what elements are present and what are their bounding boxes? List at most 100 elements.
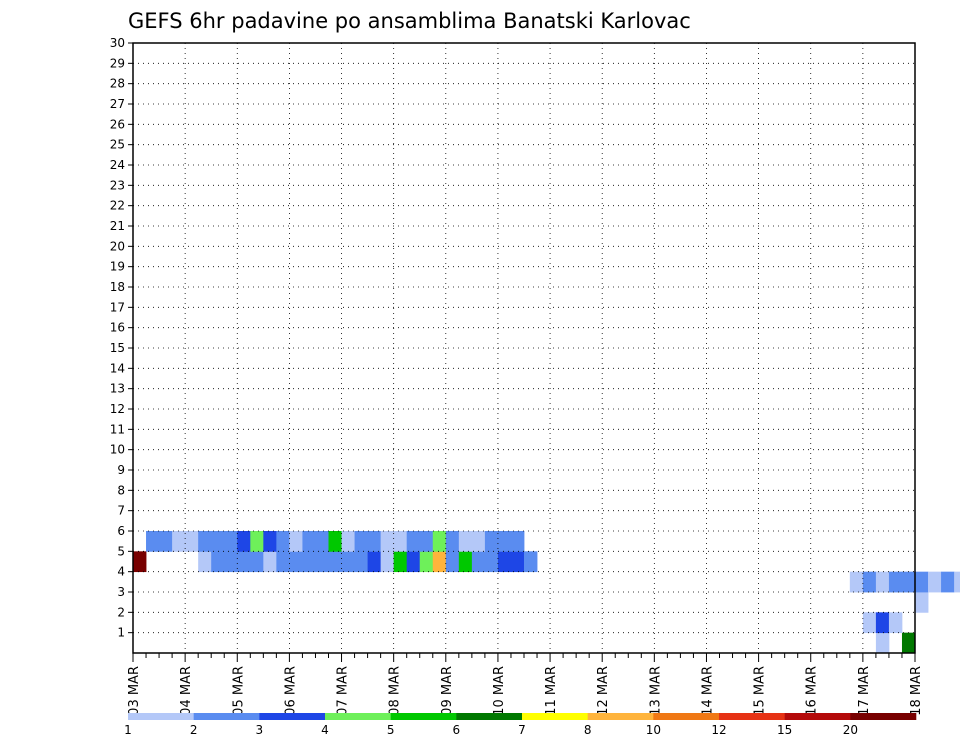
y-tick-label: 24 xyxy=(110,158,125,172)
legend-swatch xyxy=(850,713,917,720)
legend-label: 12 xyxy=(711,723,726,737)
legend-label: 1 xyxy=(124,723,132,737)
legend-swatch xyxy=(325,713,391,720)
heatmap-cell xyxy=(302,531,316,552)
y-tick-label: 30 xyxy=(110,36,125,50)
y-tick-label: 8 xyxy=(117,483,125,497)
heatmap-cell xyxy=(419,531,434,552)
x-tick-label: 07 MAR xyxy=(336,666,351,716)
heatmap-cell xyxy=(510,531,525,552)
heatmap-cell xyxy=(289,531,303,552)
y-tick-label: 7 xyxy=(117,504,125,518)
heatmap-cell xyxy=(432,531,447,552)
heatmap-cell xyxy=(328,551,342,573)
heatmap-cell xyxy=(901,632,916,654)
y-tick-label: 11 xyxy=(110,422,125,436)
heatmap-cell xyxy=(954,571,960,593)
heatmap-cell xyxy=(328,531,342,552)
heatmap-cell xyxy=(875,612,890,634)
heatmap-cell xyxy=(875,632,890,654)
y-axis: 1234567891011121314151617181920212223242… xyxy=(110,36,133,640)
heatmap-cell xyxy=(510,551,525,573)
heatmap-cell xyxy=(419,551,434,573)
y-tick-label: 3 xyxy=(117,585,125,599)
heatmap-cell xyxy=(406,531,421,552)
y-tick-label: 26 xyxy=(110,117,125,131)
heatmap-cell xyxy=(289,551,303,573)
legend-label: 6 xyxy=(453,723,461,737)
heatmap-cell xyxy=(497,531,512,552)
heatmap-cell xyxy=(445,551,460,573)
heatmap-cell xyxy=(915,571,929,593)
x-tick-label: 04 MAR xyxy=(179,666,194,716)
heatmap-cell xyxy=(471,531,486,552)
heatmap-cell xyxy=(458,531,473,552)
heatmap-cell xyxy=(276,551,290,573)
heatmap-cell xyxy=(888,612,903,634)
heatmap-cell xyxy=(250,531,264,552)
heatmap-cell xyxy=(941,571,955,593)
x-tick-label: 12 MAR xyxy=(596,666,611,716)
heatmap-cell xyxy=(497,551,512,573)
heatmap-cell xyxy=(237,551,251,573)
y-tick-label: 15 xyxy=(110,341,125,355)
y-tick-label: 28 xyxy=(110,77,125,91)
y-tick-label: 20 xyxy=(110,239,125,253)
heatmap-cell xyxy=(875,571,890,593)
heatmap-cell xyxy=(315,531,329,552)
heatmap-cell xyxy=(302,551,316,573)
legend-label: 4 xyxy=(321,723,329,737)
heatmap-cell xyxy=(354,551,368,573)
heatmap-cell xyxy=(341,551,355,573)
x-tick-label: 15 MAR xyxy=(753,666,768,716)
heatmap-cell xyxy=(263,551,277,573)
y-tick-label: 22 xyxy=(110,199,125,213)
heatmap-cell xyxy=(484,531,499,552)
heatmap-cells xyxy=(133,531,960,654)
heatmap-cell xyxy=(224,531,238,552)
heatmap-cell xyxy=(862,612,877,634)
heatmap-cell xyxy=(263,531,277,552)
heatmap-cell xyxy=(380,531,395,552)
y-tick-label: 23 xyxy=(110,178,125,192)
heatmap-cell xyxy=(458,551,473,573)
x-tick-label: 13 MAR xyxy=(648,666,663,716)
x-tick-label: 11 MAR xyxy=(544,666,559,716)
heatmap-cell xyxy=(432,551,447,573)
color-legend: 1 2 3 4 5 6 7 8 10 12 15 20 xyxy=(124,713,917,737)
heatmap-cell xyxy=(133,551,147,573)
heatmap-cell xyxy=(862,571,877,593)
heatmap-cell xyxy=(341,531,355,552)
legend-swatch xyxy=(784,713,851,720)
heatmap-cell xyxy=(354,531,368,552)
heatmap-cell xyxy=(484,551,499,573)
heatmap-cell xyxy=(471,551,486,573)
chart-title: GEFS 6hr padavine po ansamblima Banatski… xyxy=(128,9,691,33)
x-tick-label: 03 MAR xyxy=(127,666,142,716)
legend-label: 8 xyxy=(584,723,592,737)
y-tick-label: 18 xyxy=(110,280,125,294)
heatmap-cell xyxy=(849,571,864,593)
heatmap-cell xyxy=(198,531,212,552)
y-tick-label: 12 xyxy=(110,402,125,416)
heatmap-cell xyxy=(901,571,916,593)
y-tick-label: 1 xyxy=(117,626,125,640)
x-tick-label: 18 MAR xyxy=(909,666,924,716)
legend-label: 2 xyxy=(190,723,198,737)
y-tick-label: 9 xyxy=(117,463,125,477)
x-tick-label: 17 MAR xyxy=(857,666,872,716)
y-tick-label: 6 xyxy=(117,524,125,538)
legend-label: 3 xyxy=(256,723,264,737)
legend-swatch xyxy=(390,713,457,720)
heatmap-cell xyxy=(928,571,942,593)
y-tick-label: 10 xyxy=(110,443,125,457)
heatmap-cell xyxy=(159,531,173,552)
x-tick-label: 10 MAR xyxy=(492,666,507,716)
x-tick-label: 14 MAR xyxy=(701,666,716,716)
legend-label: 15 xyxy=(777,723,792,737)
legend-swatch xyxy=(522,713,588,720)
legend-swatch xyxy=(128,713,194,720)
legend-swatch xyxy=(653,713,720,720)
y-tick-label: 19 xyxy=(110,260,125,274)
